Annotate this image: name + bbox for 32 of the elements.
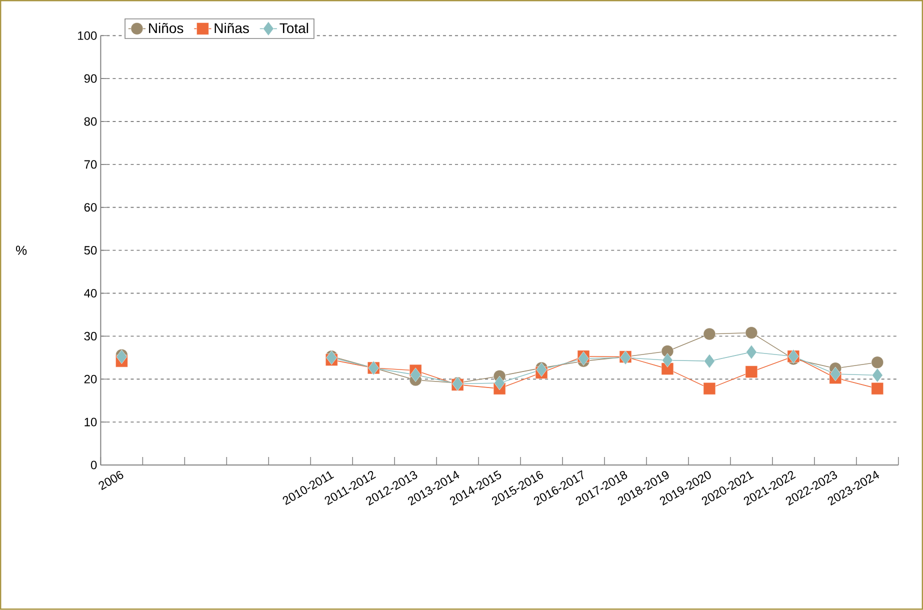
y-tick-label: 80 xyxy=(84,117,97,126)
point xyxy=(116,350,128,364)
legend-label: Total xyxy=(280,22,308,34)
y-tick-label: 30 xyxy=(84,332,97,341)
y-tick-label: 100 xyxy=(78,32,97,40)
point xyxy=(494,376,505,390)
y-tick-label: 20 xyxy=(84,375,97,384)
y-tick-label: 10 xyxy=(84,418,97,426)
point xyxy=(704,354,715,368)
point xyxy=(872,368,883,383)
point xyxy=(410,368,421,382)
y-axis-title: % xyxy=(16,246,27,255)
legend-label: Niñas xyxy=(214,22,249,34)
legend-label: Niños xyxy=(149,22,184,34)
y-tick-label: 50 xyxy=(84,246,97,255)
point xyxy=(745,366,758,378)
y-tick-label: 0 xyxy=(90,460,97,470)
point xyxy=(871,382,884,395)
point xyxy=(662,353,673,368)
y-tick-label: 40 xyxy=(84,289,97,298)
point xyxy=(746,345,757,360)
y-tick-label: 70 xyxy=(84,160,97,169)
point xyxy=(703,382,716,395)
point xyxy=(578,351,589,366)
point xyxy=(871,356,884,369)
point xyxy=(703,328,716,340)
y-tick-label: 60 xyxy=(84,203,97,212)
point xyxy=(830,366,841,382)
y-tick-label: 90 xyxy=(84,74,97,83)
point xyxy=(536,362,547,377)
point xyxy=(745,326,758,340)
x-tick-label: 2006 xyxy=(98,471,124,490)
